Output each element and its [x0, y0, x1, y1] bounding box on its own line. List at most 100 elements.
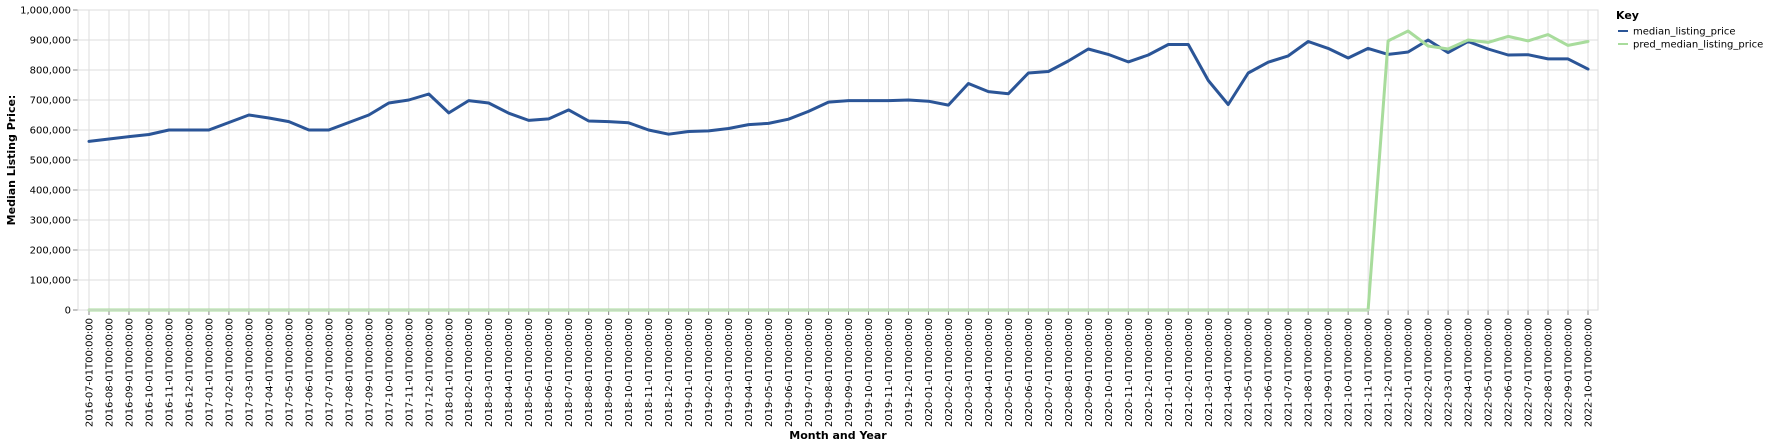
x-tick-label: 2022-06-01T00:00:00 — [1504, 318, 1515, 427]
y-tick-label: 800,000 — [30, 66, 71, 77]
x-tick-label: 2020-01-01T00:00:00 — [924, 318, 935, 427]
x-tick-label: 2017-03-01T00:00:00 — [244, 318, 255, 427]
y-tick-label: 1,000,000 — [20, 6, 71, 17]
x-tick-label: 2018-01-01T00:00:00 — [444, 318, 455, 427]
x-tick-label: 2020-03-01T00:00:00 — [964, 318, 975, 427]
x-tick-label: 2017-07-01T00:00:00 — [324, 318, 335, 427]
x-tick-label: 2018-10-01T00:00:00 — [624, 318, 635, 427]
x-tick-label: 2022-09-01T00:00:00 — [1564, 318, 1575, 427]
x-tick-label: 2022-01-01T00:00:00 — [1404, 318, 1415, 427]
x-tick-label: 2021-02-01T00:00:00 — [1184, 318, 1195, 427]
x-tick-label: 2017-09-01T00:00:00 — [364, 318, 375, 427]
x-tick-label: 2020-07-01T00:00:00 — [1044, 318, 1055, 427]
x-tick-label: 2019-10-01T00:00:00 — [864, 318, 875, 427]
x-tick-label: 2019-11-01T00:00:00 — [884, 318, 895, 427]
plot-frame — [77, 9, 1599, 311]
x-tick-label: 2021-01-01T00:00:00 — [1164, 318, 1175, 427]
x-tick-label: 2019-01-01T00:00:00 — [684, 318, 695, 427]
x-tick-label: 2020-09-01T00:00:00 — [1084, 318, 1095, 427]
x-tick-label: 2019-06-01T00:00:00 — [784, 318, 795, 427]
x-tick-label: 2021-10-01T00:00:00 — [1344, 318, 1355, 427]
x-tick-label: 2019-07-01T00:00:00 — [804, 318, 815, 427]
x-tick-label: 2019-03-01T00:00:00 — [724, 318, 735, 427]
x-tick-label: 2017-10-01T00:00:00 — [384, 318, 395, 427]
x-tick-label: 2020-11-01T00:00:00 — [1124, 318, 1135, 427]
x-tick-label: 2022-08-01T00:00:00 — [1544, 318, 1555, 427]
x-tick-label: 2021-05-01T00:00:00 — [1244, 318, 1255, 427]
x-tick-label: 2017-05-01T00:00:00 — [284, 318, 295, 427]
x-tick-label: 2019-04-01T00:00:00 — [744, 318, 755, 427]
x-tick-label: 2021-09-01T00:00:00 — [1324, 318, 1335, 427]
x-tick-label: 2020-12-01T00:00:00 — [1144, 318, 1155, 427]
y-tick-label: 600,000 — [30, 126, 71, 137]
x-tick-label: 2018-05-01T00:00:00 — [524, 318, 535, 427]
x-tick-label: 2018-09-01T00:00:00 — [604, 318, 615, 427]
x-tick-label: 2019-02-01T00:00:00 — [704, 318, 715, 427]
x-tick-label: 2020-06-01T00:00:00 — [1024, 318, 1035, 427]
series-lines — [87, 29, 1590, 312]
x-tick-label: 2018-06-01T00:00:00 — [544, 318, 555, 427]
x-tick-label: 2018-12-01T00:00:00 — [664, 318, 675, 427]
x-tick-label: 2021-04-01T00:00:00 — [1224, 318, 1235, 427]
x-tick-label: 2020-08-01T00:00:00 — [1064, 318, 1075, 427]
x-tick-label: 2016-07-01T00:00:00 — [85, 318, 96, 427]
legend-label: median_listing_price — [1633, 27, 1736, 38]
x-tick-label: 2017-04-01T00:00:00 — [264, 318, 275, 427]
y-tick-label: 300,000 — [30, 216, 71, 227]
x-tick-label: 2019-08-01T00:00:00 — [824, 318, 835, 427]
x-axis: 2016-07-01T00:00:00 2016-08-01T00:00:00 20… — [85, 310, 1595, 427]
x-tick-label: 2016-09-01T00:00:00 — [124, 318, 135, 427]
x-tick-label: 2018-08-01T00:00:00 — [584, 318, 595, 427]
x-tick-label: 2018-07-01T00:00:00 — [564, 318, 575, 427]
x-tick-label: 2019-09-01T00:00:00 — [844, 318, 855, 427]
x-tick-label: 2017-08-01T00:00:00 — [344, 318, 355, 427]
x-tick-label: 2016-10-01T00:00:00 — [144, 318, 155, 427]
legend-title: Key — [1616, 9, 1639, 22]
legend: Key median_listing_price pred_median_list… — [1616, 9, 1763, 51]
x-tick-label: 2017-12-01T00:00:00 — [424, 318, 435, 427]
legend-label: pred_median_listing_price — [1633, 40, 1763, 51]
x-tick-label: 2017-02-01T00:00:00 — [224, 318, 235, 427]
y-tick-label: 700,000 — [30, 96, 71, 107]
x-tick-label: 2018-04-01T00:00:00 — [504, 318, 515, 427]
x-tick-label: 2016-08-01T00:00:00 — [104, 318, 115, 427]
x-axis-title: Month and Year — [789, 429, 887, 442]
y-tick-label: 100,000 — [30, 276, 71, 287]
x-tick-label: 2022-07-01T00:00:00 — [1524, 318, 1535, 427]
x-tick-label: 2016-11-01T00:00:00 — [164, 318, 175, 427]
y-tick-label: 500,000 — [30, 156, 71, 167]
y-tick-label: 400,000 — [30, 186, 71, 197]
y-tick-label: 900,000 — [30, 36, 71, 47]
y-axis-title: Median Listing Price: — [5, 95, 18, 226]
x-tick-label: 2019-12-01T00:00:00 — [904, 318, 915, 427]
series-line-pred_median_listing_price — [87, 29, 1590, 312]
x-tick-label: 2020-02-01T00:00:00 — [944, 318, 955, 427]
y-axis: 0 100,000 200,000 300,000 400,000 500,000 600,… — [20, 6, 78, 317]
x-tick-label: 2021-07-01T00:00:00 — [1284, 318, 1295, 427]
x-tick-label: 2021-11-01T00:00:00 — [1364, 318, 1375, 427]
x-tick-label: 2022-02-01T00:00:00 — [1424, 318, 1435, 427]
series-line-median_listing_price — [87, 38, 1590, 143]
x-tick-label: 2022-04-01T00:00:00 — [1464, 318, 1475, 427]
x-tick-label: 2021-06-01T00:00:00 — [1264, 318, 1275, 427]
x-tick-label: 2020-05-01T00:00:00 — [1004, 318, 1015, 427]
y-tick-label: 0 — [65, 306, 71, 317]
x-tick-label: 2017-11-01T00:00:00 — [404, 318, 415, 427]
x-tick-label: 2022-10-01T00:00:00 — [1584, 318, 1595, 427]
x-tick-label: 2021-08-01T00:00:00 — [1304, 318, 1315, 427]
x-tick-label: 2019-05-01T00:00:00 — [764, 318, 775, 427]
x-tick-label: 2022-05-01T00:00:00 — [1484, 318, 1495, 427]
x-tick-label: 2020-10-01T00:00:00 — [1104, 318, 1115, 427]
x-tick-label: 2018-11-01T00:00:00 — [644, 318, 655, 427]
x-tick-label: 2020-04-01T00:00:00 — [984, 318, 995, 427]
x-tick-label: 2022-03-01T00:00:00 — [1444, 318, 1455, 427]
x-tick-label: 2016-12-01T00:00:00 — [184, 318, 195, 427]
x-tick-label: 2021-12-01T00:00:00 — [1384, 318, 1395, 427]
x-tick-label: 2018-03-01T00:00:00 — [484, 318, 495, 427]
x-tick-label: 2018-02-01T00:00:00 — [464, 318, 475, 427]
x-tick-label: 2017-06-01T00:00:00 — [304, 318, 315, 427]
x-tick-label: 2021-03-01T00:00:00 — [1204, 318, 1215, 427]
y-tick-label: 200,000 — [30, 246, 71, 257]
x-tick-label: 2017-01-01T00:00:00 — [204, 318, 215, 427]
